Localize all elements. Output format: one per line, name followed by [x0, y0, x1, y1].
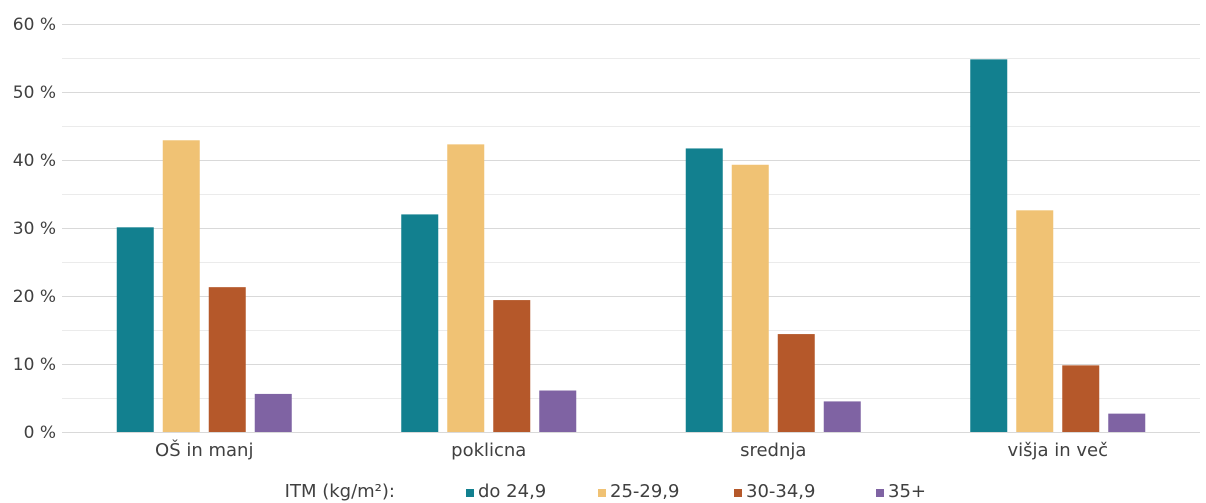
bar [447, 144, 485, 433]
bar [401, 214, 439, 432]
y-tick-label: 60 % [13, 15, 56, 35]
y-tick-label: 0 % [24, 423, 56, 443]
bar [777, 334, 815, 432]
legend-label: do 24,9 [478, 481, 546, 502]
legend-swatch [734, 489, 742, 497]
legend-label: 30-34,9 [746, 481, 815, 502]
bar [493, 300, 531, 432]
bar [685, 148, 723, 432]
legend-swatch [466, 489, 474, 497]
bar [823, 401, 861, 432]
gridlines [62, 24, 1200, 433]
y-tick-label: 40 % [13, 151, 56, 171]
bar [539, 390, 577, 432]
bar [254, 393, 292, 432]
bar [1016, 210, 1054, 432]
y-axis-ticks: 0 % 10 % 20 % 30 % 40 % 50 % 60 % [13, 15, 56, 443]
y-tick-label: 10 % [13, 355, 56, 375]
legend-label: 35+ [888, 481, 926, 502]
bar [116, 227, 154, 432]
bar [731, 164, 769, 432]
legend: ITM (kg/m²): do 24,9 25-29,9 30-34,9 35+ [285, 481, 926, 502]
x-tick-label: srednja [740, 440, 806, 461]
legend-swatch [598, 489, 606, 497]
x-tick-label: poklicna [451, 440, 526, 461]
legend-title: ITM (kg/m²): [285, 481, 395, 502]
bar [970, 59, 1008, 433]
x-tick-label: OŠ in manj [155, 439, 253, 461]
x-tick-label: višja in več [1007, 440, 1108, 461]
legend-label: 25-29,9 [610, 481, 679, 502]
y-tick-label: 30 % [13, 219, 56, 239]
bar [1108, 413, 1146, 432]
x-axis-ticks: OŠ in manj poklicna srednja višja in več [155, 439, 1108, 461]
bar [1062, 365, 1100, 432]
bar [162, 140, 200, 432]
bar [208, 287, 246, 432]
legend-swatch [876, 489, 884, 497]
bars [116, 59, 1146, 433]
y-tick-label: 20 % [13, 287, 56, 307]
y-tick-label: 50 % [13, 83, 56, 103]
